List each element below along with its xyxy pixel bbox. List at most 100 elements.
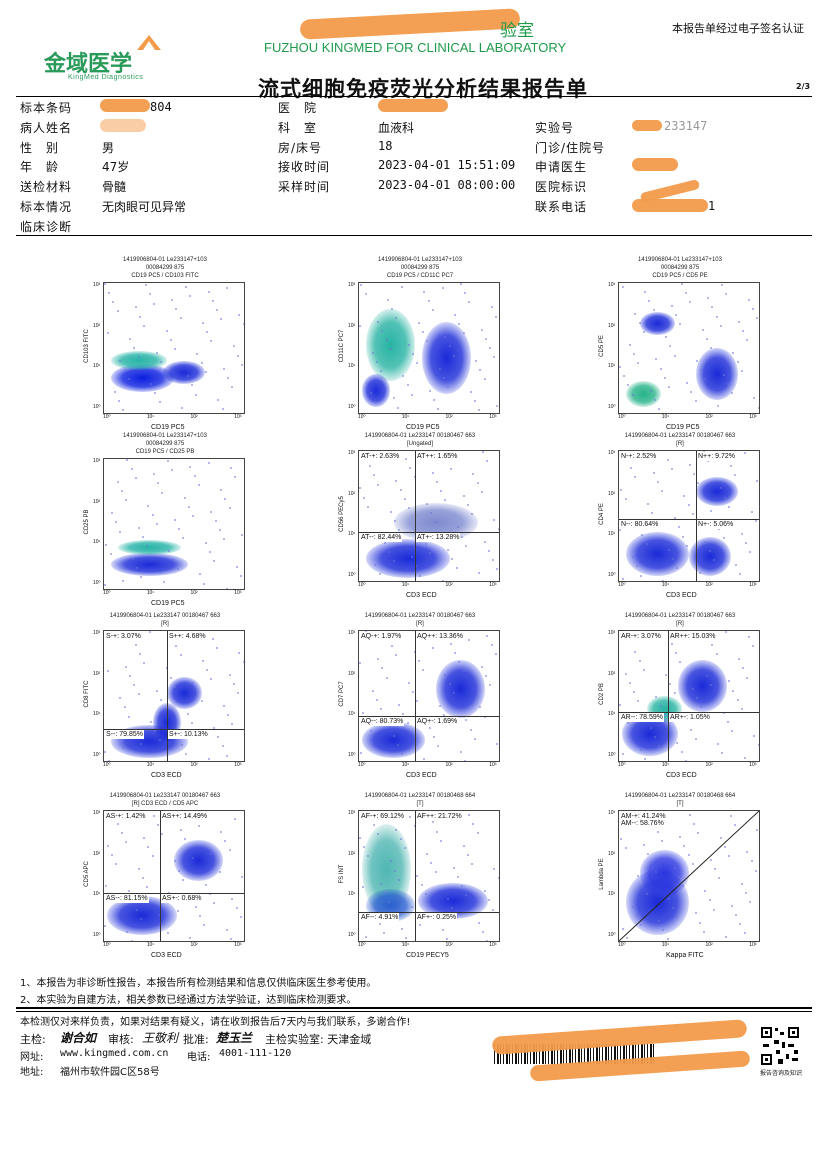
scatter-dot [368,465,371,468]
flow-plot: 1419906804-01 Le233147+103 00084299 875 CD… [599,256,770,431]
scatter-dot [409,816,412,819]
scatter-dot [123,706,126,709]
scatter-dot [471,863,473,865]
scatter-dot [398,529,401,531]
scatter-dot [241,876,244,878]
scatter-dot [621,753,624,756]
scatter-dot [705,337,708,340]
flow-plot: 1419906804-01 Le233147 00180467 663 [R] AR… [599,612,770,787]
scatter-dot [457,526,459,529]
scatter-dot [410,556,413,559]
flow-plot: 1419906804-01 Le233147 00180467 663 [R] C… [84,792,255,967]
scatter-dot [366,383,368,386]
x-axis-label: CD3 ECD [151,772,182,779]
scatter-dot [658,920,661,923]
scatter-dot [169,676,172,679]
scatter-dot [391,645,394,648]
scatter-dot [462,332,465,335]
plot-header-line: 1419906804-01 Le233147 00180467 663 [624,433,736,439]
scatter-dot [134,306,137,309]
scatter-dot [701,666,704,669]
scatter-dot [230,938,232,941]
scatter-dot [436,480,438,483]
x-tick-label: 10¹ [401,582,409,588]
y-tick-label: 10¹ [608,891,616,898]
scatter-dot [216,646,218,649]
scatter-dot [735,913,738,916]
x-axis-label: CD19 PC5 [406,424,440,431]
scatter-dot [197,825,200,828]
logo-text: 金域医学 [44,52,133,77]
scatter-dot [431,471,434,474]
scatter-dot [116,310,119,313]
plot-header-line: [T] [676,801,684,807]
scatter-dot [160,361,162,363]
x-tick-label: 10³ [489,582,497,588]
y-tick-label: 10¹ [348,531,356,538]
scatter-dot [429,389,431,392]
qr-code-icon[interactable] [760,1026,800,1066]
scatter-dot [214,861,217,864]
plot-header-line: CD19 PC5 / CD11C PC7 [386,273,454,279]
scatter-dot [480,328,483,331]
quadrant-label: AR-+: 3.07% [620,632,662,641]
scatter-dot [417,322,420,324]
scatter-dot [621,578,624,581]
flow-plot: 1419906804-01 Le233147+103 00084299 875 CD… [339,256,510,431]
scatter-dot [140,576,143,578]
scatter-dot [157,824,160,826]
scatter-dot [430,861,433,864]
scatter-dot [105,543,108,546]
scatter-dot [125,499,127,502]
scatter-dot [111,512,113,515]
scatter-dot [181,744,183,747]
cell-population [696,477,738,506]
scatter-dot [235,907,238,910]
label-age: 年 龄 [20,160,60,174]
label-barcode: 标本条码 [20,101,73,115]
scatter-dot [444,499,447,502]
y-axis-label: CD103 FITC [84,329,90,363]
plot-header-line: CD19 PC5 / CD25 PB [135,449,195,455]
label-diagnosis: 临床诊断 [20,220,73,234]
scatter-dot [464,292,466,295]
scatter-dot [136,566,139,569]
plot-header-line: 00084299 875 [145,265,185,271]
scatter-dot [673,692,676,695]
label-doctor: 申请医生 [535,160,588,174]
scatter-dot [157,482,160,485]
scatter-dot [402,712,405,715]
scatter-dot [668,548,670,551]
y-tick-label: 10² [348,670,356,677]
scatter-dot [689,301,691,304]
quadrant-label: S+-: 10.13% [168,729,209,739]
scatter-dot [126,930,129,933]
scatter-dot [454,651,457,654]
gate-line-horizontal [619,711,759,713]
label-room-bed: 房/床号 [278,141,323,155]
flow-plot: 1419906804-01 Le233147+103 00084299 875 CD… [84,432,255,607]
scatter-dot [225,754,228,757]
scatter-dot [739,922,742,925]
x-tick-label: 10¹ [146,590,154,596]
scatter-dot [399,488,402,491]
approver-signature: 楚玉兰 [216,1031,253,1045]
scatter-dot [175,307,178,310]
scatter-dot [673,517,676,520]
value-sex: 男 [102,141,115,155]
scatter-dot [207,461,210,464]
plot-header: 1419906804-01 Le233147+103 00084299 875 CD… [600,256,760,280]
scatter-dot [423,290,426,293]
scatter-dot [231,723,234,726]
y-tick-label: 10⁰ [93,751,101,758]
x-tick-label: 10² [705,942,713,948]
website[interactable]: www.kingmed.com.cn [60,1048,169,1059]
scatter-dot [139,653,141,656]
scatter-dot [468,813,471,816]
scatter-dot [430,512,433,515]
scatter-dot [175,645,178,648]
scatter-dot [679,323,682,326]
scatter-dot [359,487,361,490]
scatter-dot [429,552,431,555]
scatter-dot [704,377,707,380]
